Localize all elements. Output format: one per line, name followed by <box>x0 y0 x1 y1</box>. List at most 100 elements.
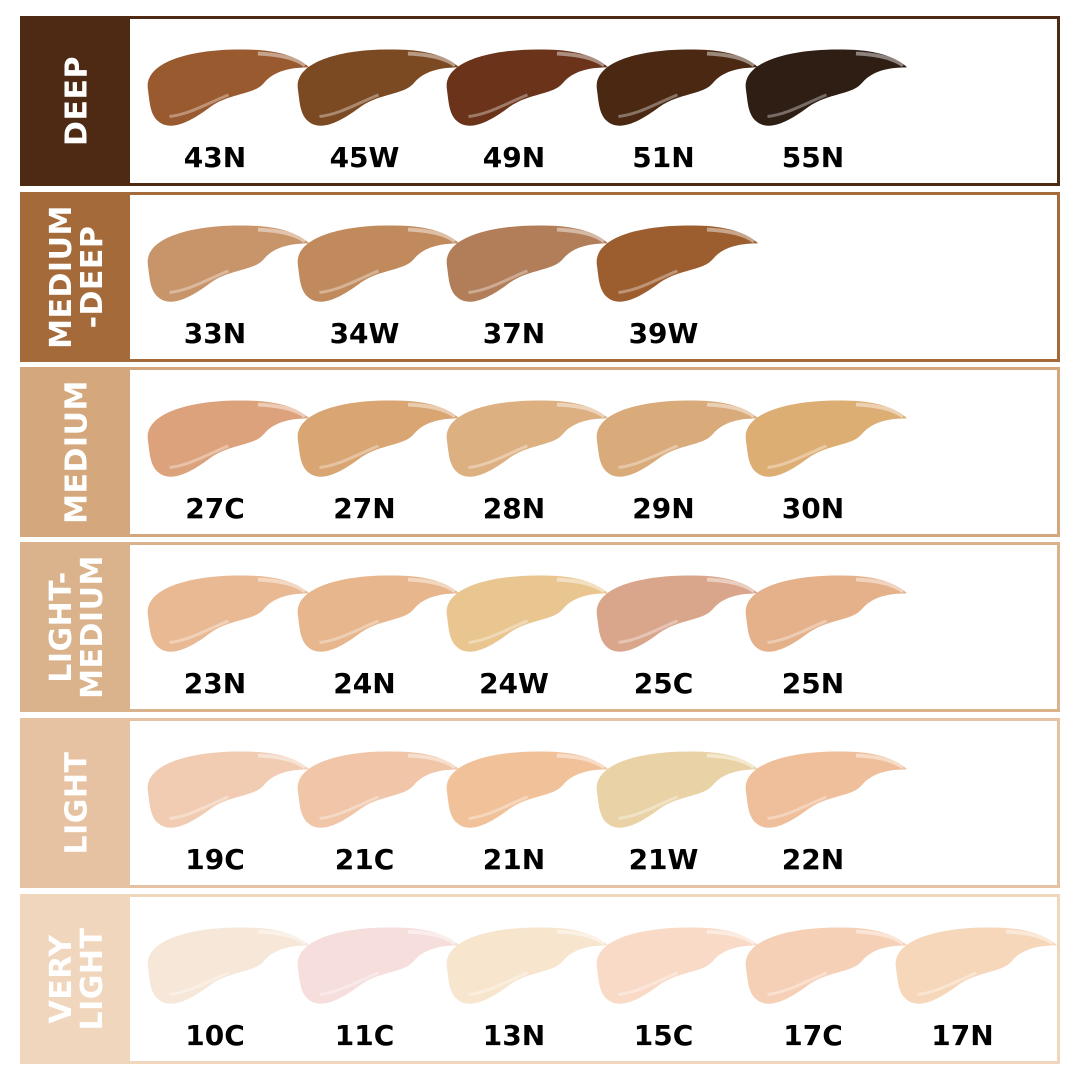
shade-swatch <box>745 400 908 477</box>
category-band: MEDIUM <box>23 370 130 534</box>
shade-area: 19C 21C 21N 21W 22N <box>130 721 1057 885</box>
shade-item: 25C <box>589 545 759 715</box>
shade-item: 37N <box>439 195 609 365</box>
shade-swatch <box>895 927 1057 1004</box>
shade-swatch <box>596 400 758 477</box>
shade-category-row: VERY LIGHT 10C 11C 13N 15C 17C 17N <box>20 894 1060 1064</box>
shade-code: 23N <box>183 667 247 700</box>
shade-item: 21N <box>439 721 609 891</box>
shade-swatch <box>596 575 758 652</box>
category-label: DEEP <box>59 56 94 146</box>
shade-category-row: LIGHT- MEDIUM 23N 24N 24W 25C 25N <box>20 542 1060 712</box>
shade-item: 22N <box>738 721 908 891</box>
shade-code: 27N <box>333 492 396 525</box>
shade-area: 43N 45W 49N 51N 55N <box>130 19 1057 183</box>
shade-swatch <box>446 49 609 126</box>
shade-swatch <box>446 400 609 477</box>
shade-item: 55N <box>738 19 908 189</box>
shade-swatch <box>745 927 908 1004</box>
shade-swatch <box>446 751 609 828</box>
category-band: LIGHT <box>23 721 130 885</box>
shade-area: 23N 24N 24W 25C 25N <box>130 545 1057 709</box>
shade-area: 27C 27N 28N 29N 30N <box>130 370 1057 534</box>
shade-swatch <box>446 225 609 302</box>
shade-swatch <box>446 575 609 652</box>
shade-item: 28N <box>439 370 609 540</box>
shade-swatch <box>745 751 908 828</box>
shade-item: 24W <box>439 545 609 715</box>
shade-swatch <box>745 49 908 126</box>
shade-swatch <box>147 49 310 126</box>
shade-code: 21W <box>628 843 699 876</box>
shade-swatch <box>147 751 310 828</box>
shade-item: 23N <box>140 545 310 715</box>
shade-code: 15C <box>633 1019 694 1052</box>
category-band: DEEP <box>23 19 130 183</box>
category-label: MEDIUM -DEEP <box>43 205 110 349</box>
shade-item: 27N <box>290 370 460 540</box>
shade-item: 45W <box>290 19 460 189</box>
shade-code: 25N <box>781 667 845 700</box>
shade-swatch <box>297 400 459 477</box>
shade-code: 19C <box>185 843 245 876</box>
shade-category-row: MEDIUM -DEEP 33N 34W 37N 39W <box>20 192 1060 362</box>
shade-swatch <box>147 400 310 477</box>
shade-item: 30N <box>738 370 908 540</box>
shade-code: 33N <box>183 317 247 350</box>
shade-code: 13N <box>482 1019 546 1052</box>
shade-swatch <box>297 751 459 828</box>
shade-item: 19C <box>140 721 310 891</box>
category-band: MEDIUM -DEEP <box>23 195 130 359</box>
shade-swatch <box>147 575 310 652</box>
shade-item: 29N <box>589 370 759 540</box>
category-label: LIGHT- MEDIUM <box>43 555 110 699</box>
shade-item: 24N <box>290 545 460 715</box>
shade-swatch <box>596 927 758 1004</box>
shade-code: 28N <box>482 492 546 525</box>
shade-item: 43N <box>140 19 310 189</box>
shade-item: 13N <box>439 897 609 1067</box>
shade-swatch <box>596 751 758 828</box>
shade-code: 39W <box>628 317 699 350</box>
category-label: MEDIUM <box>59 380 94 524</box>
shade-swatch <box>297 575 459 652</box>
shade-code: 43N <box>183 141 247 174</box>
shade-item: 17C <box>738 897 908 1067</box>
shade-code: 34W <box>329 317 400 350</box>
shade-code: 25C <box>633 667 694 700</box>
shade-code: 29N <box>632 492 695 525</box>
shade-item: 25N <box>738 545 908 715</box>
shade-item: 10C <box>140 897 310 1067</box>
shade-item: 51N <box>589 19 759 189</box>
shade-category-row: DEEP 43N 45W 49N 51N 55N <box>20 16 1060 186</box>
shade-item: 34W <box>290 195 460 365</box>
shade-code: 17C <box>783 1019 843 1052</box>
shade-code: 17N <box>931 1019 994 1052</box>
shade-code: 27C <box>185 492 245 525</box>
shade-code: 22N <box>781 843 845 876</box>
shade-swatch <box>297 225 459 302</box>
shade-swatch <box>147 225 310 302</box>
shade-item: 21C <box>290 721 460 891</box>
shade-code: 24W <box>479 667 549 700</box>
shade-item: 49N <box>439 19 609 189</box>
shade-item: 39W <box>589 195 759 365</box>
shade-code: 21C <box>334 843 395 876</box>
shade-code: 21N <box>482 843 546 876</box>
shade-category-row: MEDIUM 27C 27N 28N 29N 30N <box>20 367 1060 537</box>
shade-item: 15C <box>589 897 759 1067</box>
shade-code: 11C <box>334 1019 395 1052</box>
shade-code: 55N <box>781 141 845 174</box>
category-label: VERY LIGHT <box>43 927 110 1031</box>
shade-swatch <box>446 927 609 1004</box>
shade-swatch <box>297 927 459 1004</box>
shade-item: 33N <box>140 195 310 365</box>
shade-swatch <box>297 49 459 126</box>
shade-item: 17N <box>888 897 1058 1067</box>
shade-code: 30N <box>781 492 845 525</box>
shade-item: 27C <box>140 370 310 540</box>
shade-code: 51N <box>632 141 695 174</box>
shade-swatch <box>745 575 908 652</box>
shade-code: 45W <box>329 141 400 174</box>
category-band: LIGHT- MEDIUM <box>23 545 130 709</box>
